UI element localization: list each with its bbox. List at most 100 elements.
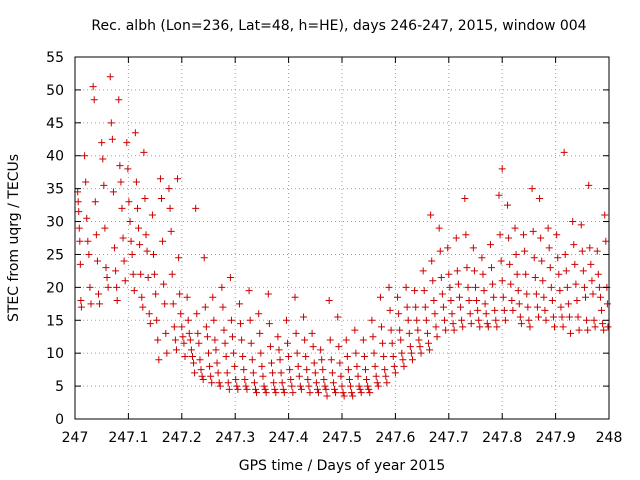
data-point — [317, 346, 325, 354]
data-point — [144, 273, 152, 281]
data-point — [198, 372, 206, 380]
data-point — [309, 343, 317, 351]
data-point — [524, 303, 532, 311]
data-point — [115, 96, 123, 104]
data-point — [142, 231, 150, 239]
x-tick-label: 247.4 — [269, 430, 309, 446]
data-point — [321, 382, 329, 390]
data-point — [213, 359, 221, 367]
data-point — [86, 283, 94, 291]
data-point — [232, 376, 240, 384]
data-point — [100, 181, 108, 189]
data-point — [567, 329, 575, 337]
data-point — [363, 376, 371, 384]
data-point — [124, 165, 132, 173]
data-point — [548, 297, 556, 305]
data-point — [343, 352, 351, 360]
data-point — [271, 385, 279, 393]
data-point — [400, 362, 408, 370]
data-point — [514, 287, 522, 295]
data-point — [285, 352, 293, 360]
data-point — [338, 382, 346, 390]
data-point — [335, 343, 343, 351]
data-point — [75, 208, 83, 216]
data-point — [177, 310, 185, 318]
data-point — [560, 148, 568, 156]
data-point — [442, 326, 450, 334]
data-point — [339, 389, 347, 397]
data-point — [152, 290, 160, 298]
data-point — [216, 382, 224, 390]
data-point — [509, 306, 517, 314]
y-tick-label: 45 — [46, 116, 64, 132]
x-tick-label: 247.2 — [162, 430, 202, 446]
data-point — [223, 369, 231, 377]
data-point — [603, 300, 611, 308]
data-point — [371, 362, 379, 370]
data-point — [357, 389, 365, 397]
data-point — [93, 257, 101, 265]
data-point — [538, 257, 546, 265]
data-point — [278, 379, 286, 387]
data-point — [463, 264, 471, 272]
data-point — [132, 178, 140, 186]
data-point — [582, 293, 590, 301]
data-point — [322, 385, 330, 393]
data-point — [318, 356, 326, 364]
data-point — [145, 310, 153, 318]
data-point — [219, 303, 227, 311]
data-point — [200, 254, 208, 262]
data-point — [455, 293, 463, 301]
y-tick-label: 30 — [46, 215, 64, 231]
data-point — [82, 178, 90, 186]
data-point — [516, 313, 524, 321]
data-point — [209, 293, 217, 301]
data-point — [218, 283, 226, 291]
data-point — [476, 323, 484, 331]
data-point — [389, 352, 397, 360]
data-point — [207, 372, 215, 380]
data-point — [178, 323, 186, 331]
data-point — [342, 336, 350, 344]
x-tick-label: 248 — [596, 430, 623, 446]
data-point — [491, 306, 499, 314]
data-point — [469, 244, 477, 252]
data-point — [241, 376, 249, 384]
data-point — [369, 333, 377, 341]
data-point — [594, 270, 602, 278]
x-axis-title: GPS time / Days of year 2015 — [239, 458, 446, 474]
data-point — [276, 356, 284, 364]
data-point — [404, 316, 412, 324]
data-point — [359, 336, 367, 344]
data-point — [108, 135, 116, 143]
data-point — [250, 379, 258, 387]
data-point — [118, 204, 126, 212]
data-point — [344, 366, 352, 374]
data-point — [288, 382, 296, 390]
data-point — [325, 297, 333, 305]
data-point — [126, 218, 134, 226]
data-point — [187, 346, 195, 354]
data-point — [349, 392, 357, 400]
data-point — [385, 283, 393, 291]
data-point — [125, 198, 133, 206]
data-point — [222, 352, 230, 360]
data-point — [315, 389, 323, 397]
data-point — [533, 303, 541, 311]
data-point — [448, 310, 456, 318]
data-point — [470, 267, 478, 275]
data-point — [419, 267, 427, 275]
data-point — [212, 346, 220, 354]
data-point — [364, 382, 372, 390]
data-point — [378, 323, 386, 331]
data-point — [544, 224, 552, 232]
y-tick-label: 55 — [46, 50, 64, 66]
data-point — [499, 293, 507, 301]
data-point — [331, 385, 339, 393]
data-point — [562, 267, 570, 275]
data-point — [381, 366, 389, 374]
data-point — [139, 303, 147, 311]
data-point — [445, 270, 453, 278]
data-point — [588, 277, 596, 285]
